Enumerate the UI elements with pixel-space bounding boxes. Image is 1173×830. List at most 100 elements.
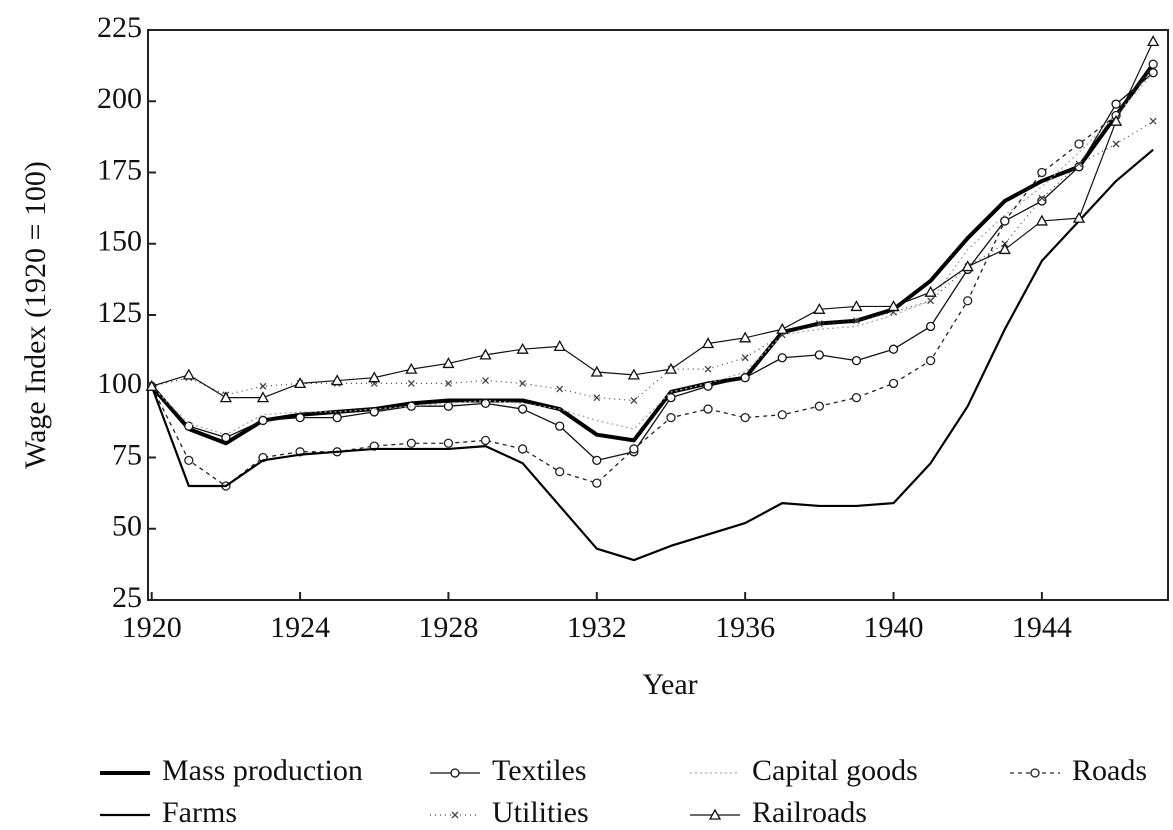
point [1037, 196, 1047, 206]
series-line [150, 148, 1154, 562]
y-tick-label: 100 [97, 367, 142, 400]
point [442, 357, 455, 369]
series-line [150, 63, 1155, 446]
legend-label: Capital goods [752, 754, 918, 787]
point [219, 391, 232, 403]
x-tick-label: 1924 [270, 611, 330, 644]
point [1112, 140, 1120, 148]
point [1037, 167, 1047, 178]
x-tick-label: 1920 [122, 611, 182, 644]
point [924, 285, 937, 297]
point [666, 392, 676, 403]
point [450, 768, 460, 778]
point [553, 340, 566, 351]
point [368, 371, 381, 383]
point [813, 302, 826, 314]
point [1147, 35, 1160, 47]
y-tick-label: 75 [112, 438, 142, 471]
point [815, 320, 823, 328]
legend-label: Textiles [492, 754, 587, 787]
point [888, 378, 899, 389]
x-tick-label: 1936 [715, 611, 775, 644]
legend-label: Utilities [492, 796, 589, 829]
x-tick-label: 1928 [418, 611, 478, 644]
point [1000, 216, 1010, 226]
point [444, 379, 452, 387]
y-tick-label: 200 [97, 82, 142, 115]
point [221, 432, 231, 443]
point [814, 350, 824, 360]
point [887, 300, 900, 312]
point [1148, 68, 1158, 78]
point [516, 342, 529, 354]
point [740, 373, 750, 383]
series-line [151, 41, 1154, 399]
point [1030, 768, 1040, 778]
legend-label: Railroads [752, 796, 867, 829]
point [739, 331, 752, 343]
y-tick-label: 150 [97, 225, 142, 258]
point [741, 354, 749, 362]
point [664, 362, 678, 374]
point [256, 391, 270, 403]
point [480, 398, 491, 409]
point [293, 377, 307, 389]
point [369, 407, 379, 417]
point [630, 397, 638, 404]
y-axis-label: Wage Index (1920 = 100) [19, 161, 52, 469]
point [925, 321, 936, 332]
point [295, 412, 305, 423]
x-tick-label: 1940 [864, 611, 924, 644]
point [593, 394, 601, 402]
point [519, 379, 527, 387]
point [182, 368, 195, 380]
y-tick-label: 125 [97, 296, 142, 329]
point [592, 455, 602, 466]
legend-label: Farms [162, 796, 237, 829]
point [776, 322, 789, 334]
point [258, 415, 268, 426]
series-line [151, 72, 1154, 461]
point [331, 374, 344, 386]
y-tick-label: 175 [97, 153, 142, 186]
point [777, 353, 787, 363]
point [555, 421, 565, 431]
point [851, 392, 862, 403]
point [517, 404, 528, 414]
point [927, 297, 935, 305]
point [740, 412, 750, 423]
point [963, 296, 973, 306]
point [259, 382, 267, 390]
x-tick-label: 1932 [567, 611, 627, 644]
point [592, 478, 602, 488]
point [517, 444, 528, 454]
plot-frame [147, 29, 1169, 601]
point [998, 243, 1011, 255]
series-line [151, 72, 1154, 436]
point [332, 412, 342, 423]
point [1072, 211, 1086, 223]
point [814, 401, 824, 411]
point [1038, 194, 1046, 202]
point [184, 421, 194, 431]
point [708, 808, 722, 820]
y-tick-label: 225 [97, 11, 142, 44]
point [555, 467, 565, 477]
point [1149, 117, 1157, 125]
series-line [151, 120, 1154, 402]
point [1035, 214, 1048, 226]
point [1111, 99, 1121, 109]
point [407, 379, 415, 387]
point [961, 260, 974, 272]
legend-label: Roads [1072, 754, 1147, 787]
point [1074, 162, 1084, 172]
series-line [151, 63, 1154, 487]
point [666, 412, 676, 423]
point [629, 444, 639, 454]
point [443, 401, 454, 411]
point [479, 348, 492, 360]
point [406, 438, 416, 448]
point [777, 410, 787, 420]
point [1074, 139, 1084, 149]
